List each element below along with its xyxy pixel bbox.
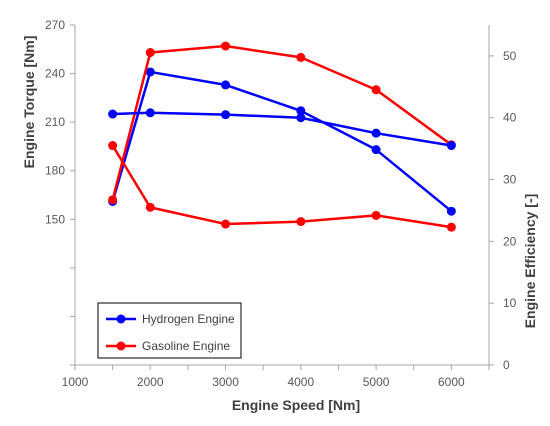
x-tick-label: 4000 [287, 375, 314, 389]
series-hydrogen-torque [108, 67, 456, 216]
axes: 150 180 210 240 270 0 10 20 30 40 50 1000 2000 3000 40… [45, 18, 517, 389]
data-point [145, 67, 155, 77]
data-point [145, 48, 155, 58]
data-point [108, 141, 118, 151]
series-line [112, 111, 452, 147]
series-gasoline-torque [108, 41, 456, 205]
x-tick-label: 2000 [137, 375, 164, 389]
legend-swatch-marker [116, 341, 126, 351]
series-hydrogen-efficiency [108, 108, 456, 151]
data-point [145, 202, 155, 212]
data-point [371, 145, 381, 155]
right-axis-title: Engine Efficiency [-] [522, 194, 538, 329]
x-tick-label: 1000 [62, 375, 89, 389]
data-point [446, 206, 456, 216]
data-point [446, 141, 456, 151]
data-point [145, 108, 155, 118]
right-tick-label: 0 [503, 358, 510, 372]
data-point [108, 195, 118, 205]
data-point [446, 222, 456, 232]
data-point [221, 80, 231, 90]
legend-label: Gasoline Engine [142, 339, 230, 353]
right-tick-label: 50 [503, 49, 517, 63]
x-axis-title: Engine Speed [Nm] [232, 397, 360, 413]
data-point [296, 52, 306, 62]
right-tick-label: 40 [503, 111, 517, 125]
series-line [111, 44, 453, 201]
series-line [111, 144, 452, 229]
data-point [371, 128, 381, 138]
data-point [296, 113, 306, 123]
left-tick-label: 240 [45, 67, 65, 81]
data-point [221, 110, 231, 120]
series-line [111, 70, 453, 213]
right-tick-label: 10 [503, 296, 517, 310]
data-point [221, 219, 231, 229]
right-tick-label: 30 [503, 173, 517, 187]
left-tick-label: 180 [45, 164, 65, 178]
left-tick-label: 150 [45, 212, 65, 226]
legend-item: Hydrogen Engine [106, 312, 235, 326]
legend: Hydrogen Engine Gasoline Engine [97, 302, 242, 359]
legend-label: Hydrogen Engine [142, 312, 235, 326]
series-layer [108, 41, 456, 232]
left-axis-title: Engine Torque [Nm] [21, 36, 37, 169]
data-point [296, 217, 306, 227]
data-point [108, 109, 118, 119]
legend-item: Gasoline Engine [106, 339, 230, 353]
left-tick-label: 270 [45, 18, 65, 32]
x-tick-label: 6000 [438, 375, 465, 389]
x-tick-label: 5000 [363, 375, 390, 389]
legend-swatch-marker [116, 314, 126, 324]
data-point [371, 210, 381, 220]
x-tick-label: 3000 [212, 375, 239, 389]
left-tick-label: 210 [45, 115, 65, 129]
data-point [296, 106, 306, 116]
data-point [371, 85, 381, 95]
right-tick-label: 20 [503, 234, 517, 248]
data-point [221, 41, 231, 51]
series-gasoline-efficiency [108, 141, 456, 232]
